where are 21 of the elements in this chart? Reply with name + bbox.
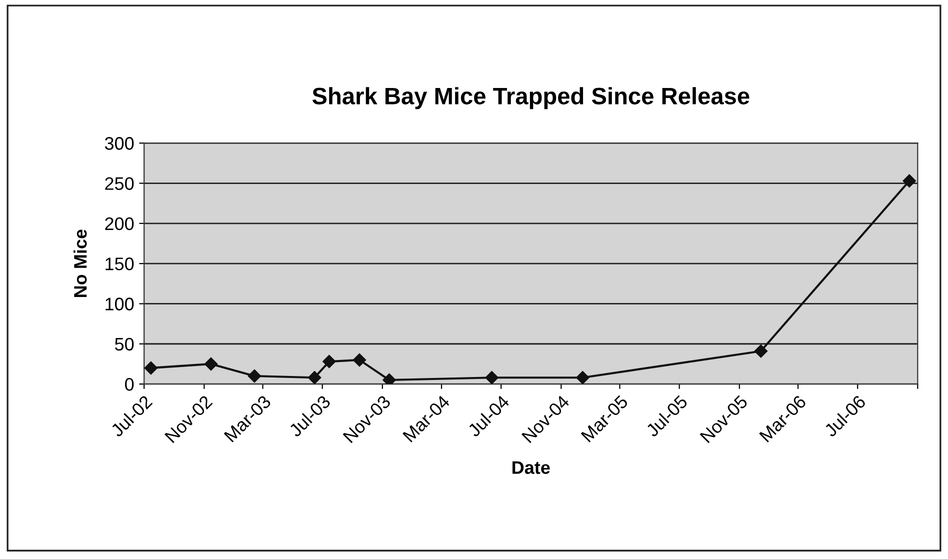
y-axis-title: No Mice bbox=[74, 230, 87, 297]
y-tick-label: 100 bbox=[106, 298, 134, 310]
point bbox=[248, 369, 262, 383]
y-tick-label: 50 bbox=[115, 338, 134, 351]
x-axis-title: Date bbox=[512, 461, 550, 474]
point bbox=[902, 174, 916, 188]
point bbox=[144, 361, 158, 375]
point bbox=[382, 373, 396, 384]
point bbox=[204, 357, 218, 371]
y-tick-label: 150 bbox=[106, 258, 134, 270]
chart-title: Shark Bay Mice Trapped Since Release bbox=[312, 87, 750, 110]
point bbox=[308, 371, 322, 384]
point bbox=[485, 371, 498, 384]
point bbox=[322, 354, 336, 368]
point bbox=[352, 353, 366, 367]
y-tick-label: 0 bbox=[125, 378, 134, 391]
point bbox=[754, 344, 768, 358]
y-tick-label: 200 bbox=[105, 217, 134, 230]
point bbox=[576, 371, 590, 384]
y-tick-label: 300 bbox=[104, 137, 134, 150]
y-tick-label: 250 bbox=[105, 177, 134, 190]
